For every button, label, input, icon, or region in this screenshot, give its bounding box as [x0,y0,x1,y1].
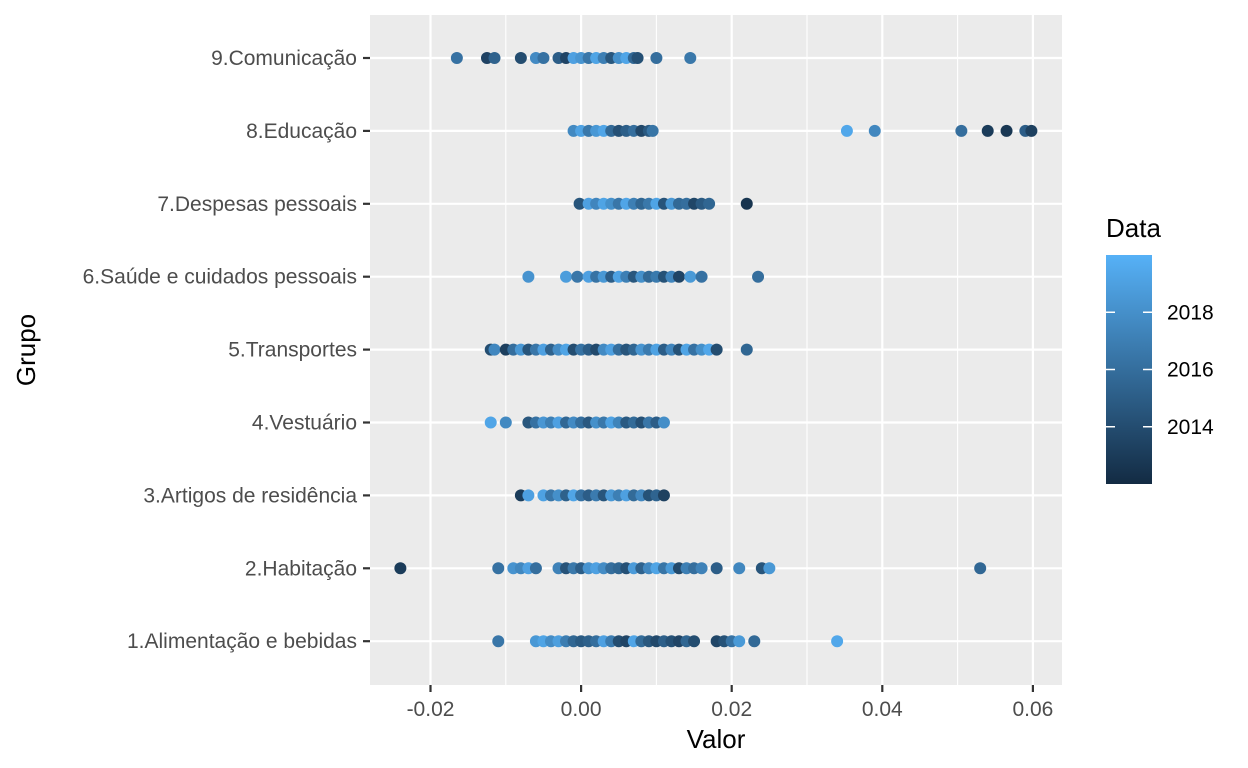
data-point [684,52,697,64]
data-point [499,416,512,429]
x-tick-label: 0.00 [561,698,602,721]
data-point [631,52,644,64]
data-point [650,52,663,64]
data-point [657,416,670,429]
data-point [752,270,765,283]
data-point [710,562,723,575]
data-point [695,562,708,575]
y-tick-label: 6.Saúde e cuidados pessoais [83,266,357,289]
y-tick-label: 5.Transportes [228,339,357,362]
data-point [868,124,881,137]
data-point [394,562,407,575]
data-point [1000,124,1013,137]
data-point [703,197,716,210]
data-point [522,270,535,283]
data-point [560,270,573,283]
legend-tick-label: 2018 [1167,301,1214,324]
legend-tick-label: 2014 [1167,416,1214,439]
data-point [831,635,844,648]
data-point [514,52,527,64]
data-point [488,52,501,64]
y-axis-title: Grupo [11,314,41,386]
data-point [740,197,753,210]
y-tick-label: 3.Artigos de residência [143,484,357,507]
y-tick-label: 7.Despesas pessoais [157,193,357,216]
data-point [657,489,670,502]
data-point [740,343,753,356]
y-axis: 1.Alimentação e bebidas 2.Habitação 3.Arti… [83,47,370,653]
data-point [684,270,697,283]
data-point [492,562,505,575]
data-point [484,416,497,429]
y-tick-label: 2.Habitação [245,557,357,580]
data-point [733,635,746,648]
data-point [573,197,586,210]
data-point [688,635,701,648]
data-point [450,52,463,64]
data-point [955,124,968,137]
legend-tick-label: 2016 [1167,359,1214,382]
x-axis-title: Valor [687,724,746,754]
y-tick-label: 9.Comunicação [211,47,357,70]
y-tick-label: 8.Educação [246,120,357,143]
data-point [710,343,723,356]
x-tick-label: 0.04 [862,698,903,721]
data-point [1025,124,1038,137]
data-point [763,562,776,575]
x-tick-label: 0.02 [711,698,752,721]
data-point [733,562,746,575]
data-point [974,562,987,575]
legend-ticks: 2014 2016 2018 [1106,301,1214,439]
x-axis: -0.02 0.00 0.02 0.04 0.06 [407,685,1053,721]
data-point [840,124,853,137]
data-point [522,489,535,502]
data-point [488,343,501,356]
data-point [571,270,584,283]
y-tick-label: 1.Alimentação e bebidas [127,630,357,653]
data-point [672,270,685,283]
y-tick-label: 4.Vestuário [252,412,357,435]
x-tick-label: -0.02 [407,698,455,721]
data-point [981,124,994,137]
data-point [529,562,542,575]
data-point [695,270,708,283]
data-point [537,52,550,64]
data-point [748,635,761,648]
data-point [492,635,505,648]
x-tick-label: 0.06 [1012,698,1053,721]
legend-title: Data [1106,213,1161,243]
legend: Data 2014 2016 2018 [1106,213,1214,484]
data-points [394,52,1038,648]
data-point [646,124,659,137]
